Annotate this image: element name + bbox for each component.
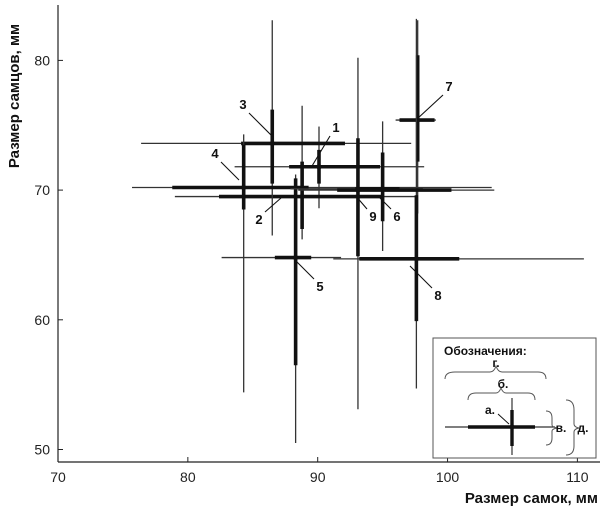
population-cross-9	[298, 57, 495, 410]
y-tick-label: 80	[34, 52, 50, 68]
mean-point	[241, 184, 247, 191]
point-label-4: 4	[211, 146, 219, 161]
x-axis-title: Размер самок, мм	[465, 490, 598, 507]
point-label-leader	[409, 265, 433, 289]
point-label-leader	[248, 112, 272, 136]
legend-box	[432, 337, 597, 459]
legend-brace-g	[444, 364, 547, 380]
point-label-leader	[311, 135, 331, 167]
mean-point	[299, 193, 305, 200]
series-layer	[132, 18, 584, 444]
x-tick-label: 70	[50, 469, 66, 485]
x-tick-label: 110	[566, 469, 589, 485]
mean-point	[413, 256, 419, 262]
point-label-leader	[354, 194, 368, 210]
point-label-6: 6	[393, 209, 400, 224]
population-cross-3	[141, 20, 412, 236]
population-cross-1	[234, 126, 425, 209]
x-tick-label: 90	[310, 469, 326, 485]
mean-point	[316, 164, 322, 170]
mean-point	[269, 140, 275, 147]
population-cross-4	[132, 134, 492, 393]
point-label-7: 7	[445, 79, 452, 94]
legend-letter: д.	[578, 421, 589, 435]
legend-letter: б.	[498, 377, 509, 391]
axes: 70 80 90 100 110 50 60 70 80	[34, 5, 600, 485]
mean-point	[355, 187, 361, 193]
legend-letter: в.	[556, 421, 567, 435]
legend-pointer-a	[497, 413, 510, 425]
point-label-5: 5	[316, 279, 323, 294]
legend-brace-d	[565, 399, 580, 456]
y-axis-title: Размер самцов, мм	[6, 24, 23, 168]
point-label-1: 1	[332, 120, 339, 135]
point-label-leader	[416, 94, 444, 120]
legend-brace-v	[545, 410, 558, 446]
legend: Обозначения: а.б. в. г. д.	[432, 337, 597, 459]
legend-letter: г.	[492, 356, 499, 370]
point-label-leader	[378, 196, 392, 210]
x-tick-label: 100	[436, 469, 460, 485]
legend-letter: а.	[485, 403, 495, 417]
point-label-3: 3	[239, 97, 246, 112]
point-label-8: 8	[434, 288, 441, 303]
point-label-2: 2	[255, 212, 262, 227]
legend-brace-b	[467, 386, 536, 401]
population-cross-5	[221, 174, 342, 444]
point-label-leader	[291, 256, 315, 280]
annotation-layer: 1 2 3 4 5 6 7 8 9	[211, 79, 452, 303]
population-cross-8	[333, 18, 584, 389]
y-tick-label: 50	[34, 442, 50, 458]
legend-title: Обозначения:	[444, 344, 527, 358]
x-tick-label: 80	[180, 469, 196, 485]
y-tick-label: 60	[34, 312, 50, 328]
point-label-leader	[264, 197, 282, 213]
y-tick-label: 70	[34, 182, 50, 198]
legend-mean-point	[509, 424, 515, 430]
point-label-9: 9	[369, 209, 376, 224]
point-label-leader	[220, 161, 240, 181]
